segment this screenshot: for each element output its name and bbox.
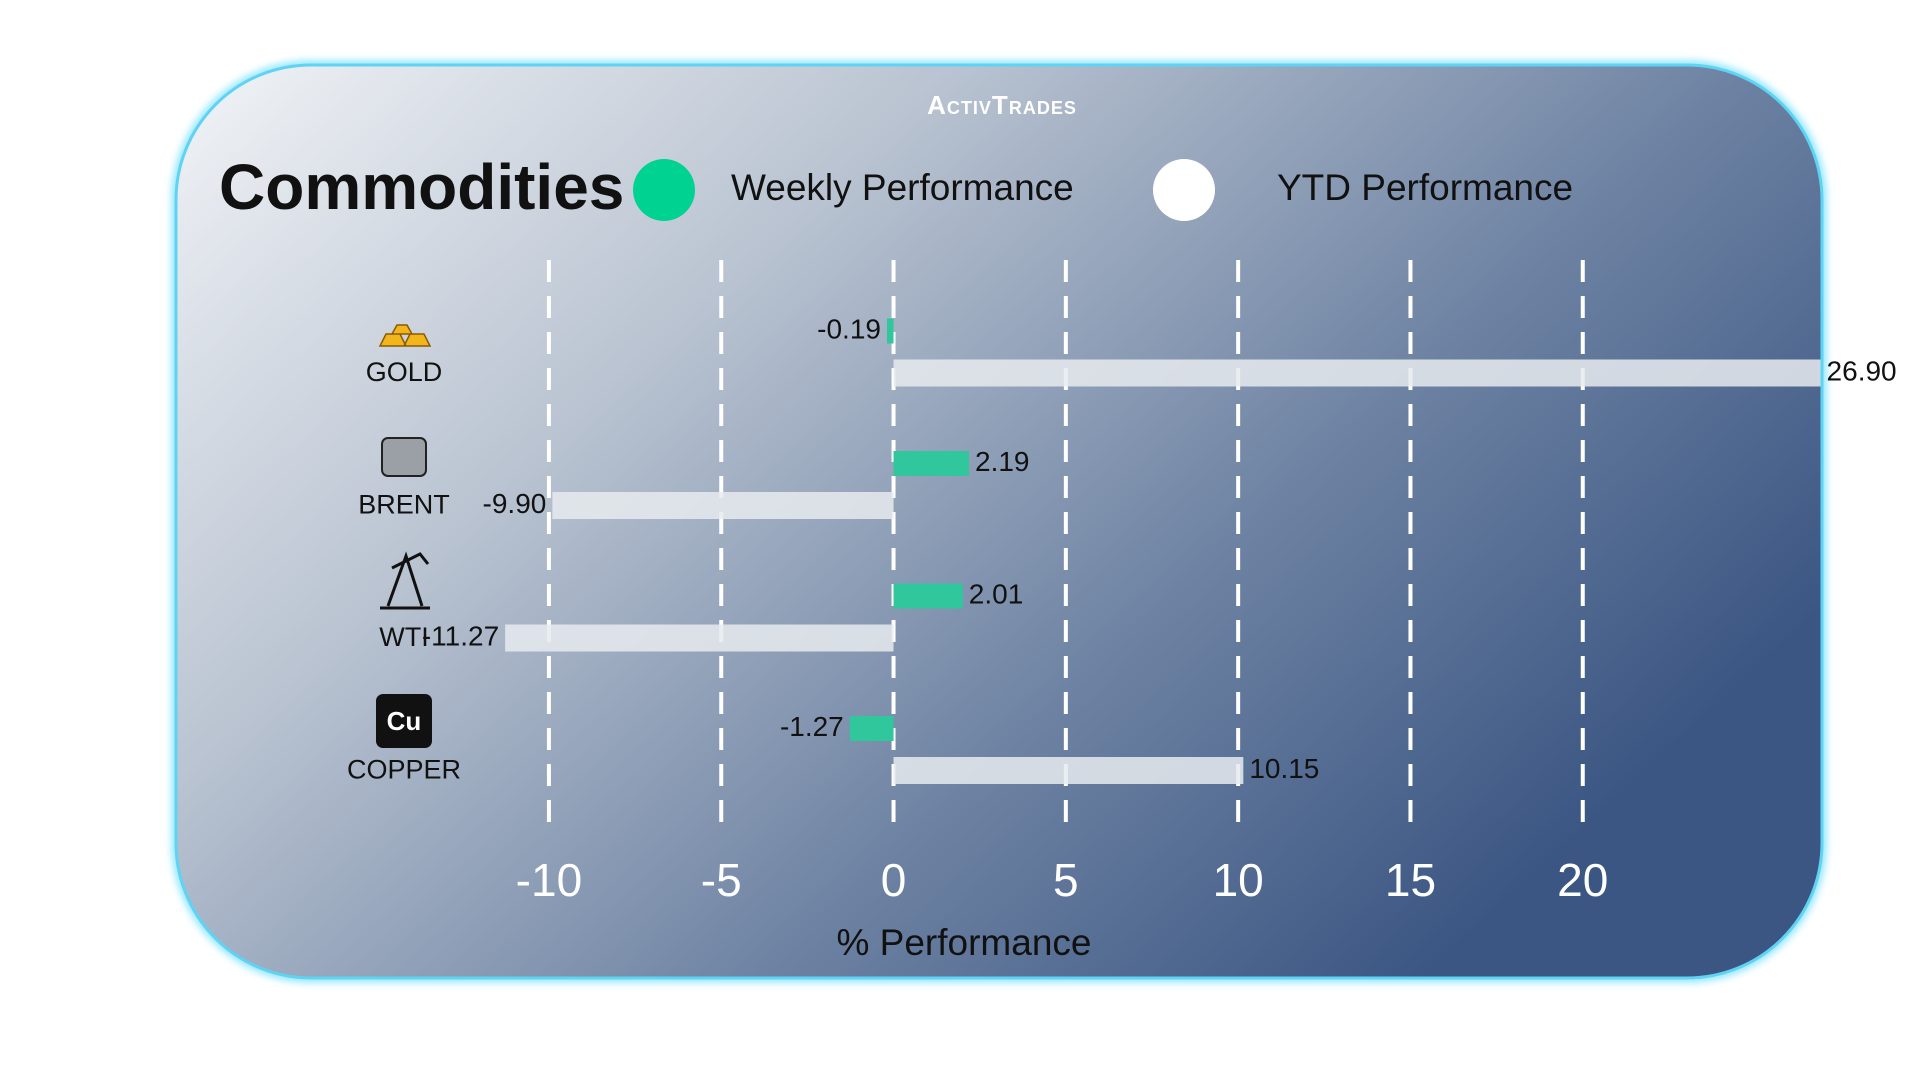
value-label: 2.01 [969, 578, 1024, 609]
value-label: -1.27 [780, 711, 844, 742]
bar [552, 492, 894, 519]
brent-icon [381, 437, 427, 477]
value-label: -11.27 [422, 620, 499, 651]
x-tick-label: 15 [1385, 854, 1436, 906]
gold-icon [378, 324, 432, 347]
category-label: COPPER [347, 755, 461, 785]
x-tick-label: 0 [881, 854, 907, 906]
value-label: 26.90 [1827, 355, 1897, 386]
bar [505, 624, 894, 652]
x-tick-label: 20 [1557, 854, 1608, 906]
bar [893, 583, 963, 609]
copper-symbol: Cu [387, 706, 422, 736]
category-label: GOLD [366, 357, 443, 387]
value-label: -9.90 [483, 488, 547, 519]
bar [893, 451, 970, 476]
x-tick-label: -10 [516, 854, 582, 906]
x-tick-label: -5 [701, 854, 742, 906]
value-label: 10.15 [1249, 753, 1319, 784]
x-tick-label: 5 [1053, 854, 1079, 906]
legend-label: Weekly Performance [731, 167, 1074, 208]
bar [893, 359, 1821, 387]
copper-icon [376, 694, 432, 748]
wti-icon [380, 551, 430, 610]
value-label: -0.19 [817, 313, 881, 344]
legend-label: YTD Performance [1277, 167, 1573, 208]
legend-swatch [633, 159, 695, 221]
category-label: WTI [379, 622, 428, 652]
legend-swatch [1153, 159, 1215, 221]
chart-title: Commodities [219, 151, 624, 223]
category-label: BRENT [358, 490, 450, 520]
x-tick-label: 10 [1213, 854, 1264, 906]
x-axis-label: % Performance [837, 922, 1092, 963]
value-label: 2.19 [975, 446, 1030, 477]
icons: Cu [376, 324, 432, 748]
bar [893, 757, 1244, 784]
bar [849, 716, 894, 741]
brand: ActivTrades [927, 90, 1077, 120]
bar [886, 318, 894, 344]
